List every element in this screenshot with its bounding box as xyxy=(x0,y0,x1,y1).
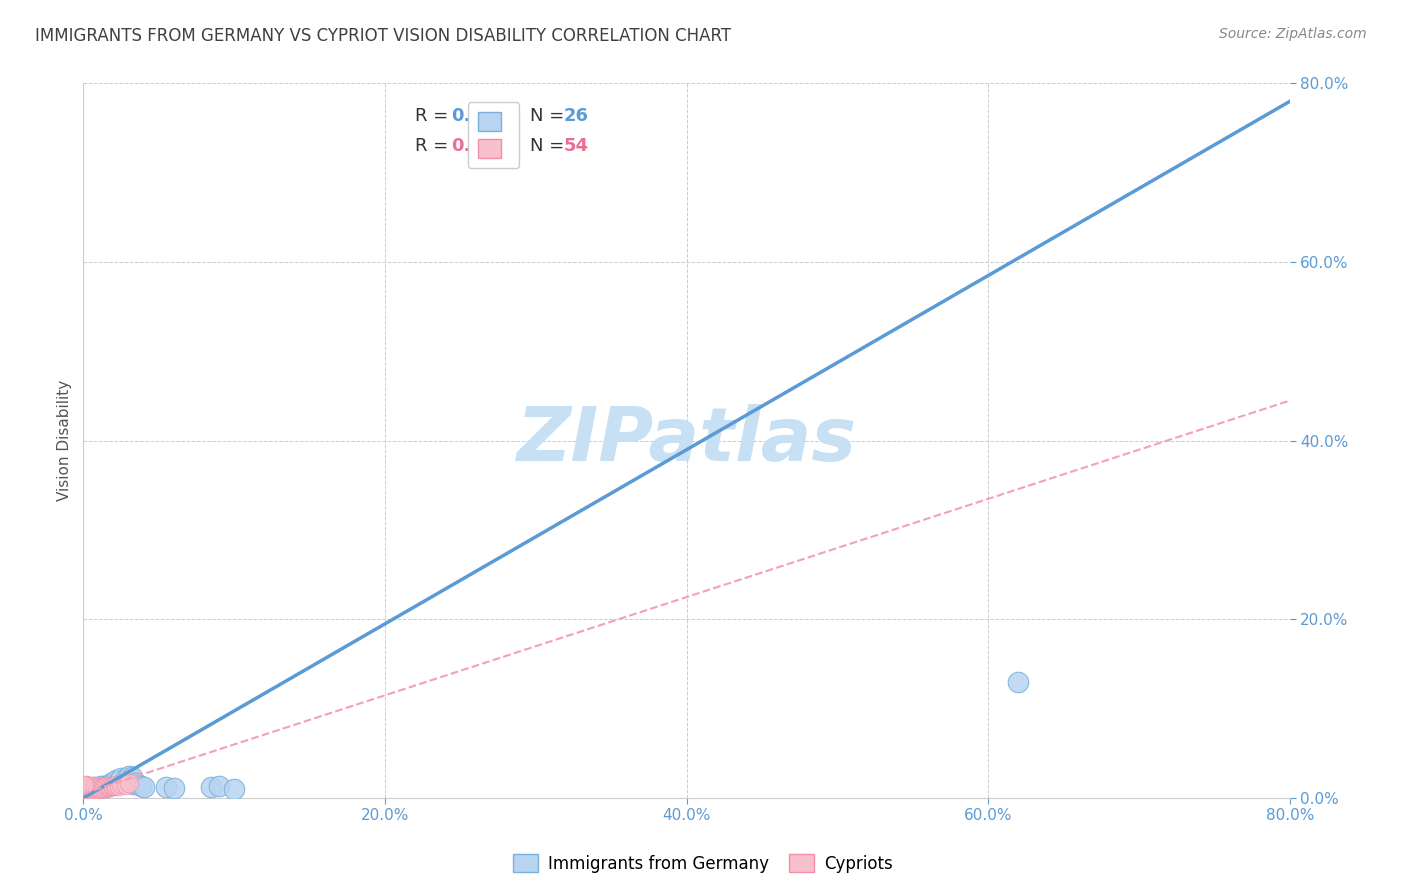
Legend: , : , xyxy=(468,103,519,169)
Point xyxy=(73,782,96,797)
Point xyxy=(208,780,231,794)
Text: 0.925: 0.925 xyxy=(451,107,508,125)
Point xyxy=(73,778,96,792)
Point xyxy=(82,780,104,794)
Text: 26: 26 xyxy=(564,107,589,125)
Point xyxy=(84,779,107,793)
Point xyxy=(125,776,148,790)
Point xyxy=(122,777,145,791)
Point xyxy=(87,783,110,797)
Point xyxy=(87,782,110,797)
Point xyxy=(82,783,104,797)
Point xyxy=(75,778,97,792)
Point xyxy=(83,780,105,795)
Point xyxy=(108,779,131,793)
Point xyxy=(79,785,101,799)
Point xyxy=(200,780,222,795)
Point xyxy=(104,779,127,793)
Point xyxy=(82,781,104,796)
Point xyxy=(73,789,96,803)
Point xyxy=(129,780,152,794)
Point xyxy=(79,780,101,794)
Point xyxy=(224,782,246,797)
Point xyxy=(155,780,177,795)
Point xyxy=(108,774,131,789)
Text: R =: R = xyxy=(415,107,454,125)
Point xyxy=(75,785,97,799)
Point xyxy=(103,780,125,794)
Point xyxy=(76,787,98,801)
Point xyxy=(96,780,118,794)
Point xyxy=(76,782,98,797)
Text: Source: ZipAtlas.com: Source: ZipAtlas.com xyxy=(1219,27,1367,41)
Point xyxy=(163,781,186,796)
Point xyxy=(83,782,105,797)
Point xyxy=(83,784,105,798)
Point xyxy=(80,783,103,797)
Point xyxy=(75,780,97,794)
Point xyxy=(75,781,97,796)
Point xyxy=(97,780,120,795)
Point xyxy=(75,787,97,801)
Point xyxy=(86,782,108,797)
Point xyxy=(110,777,132,791)
Point xyxy=(97,778,120,792)
Point xyxy=(101,779,124,793)
Point xyxy=(75,783,97,797)
Point xyxy=(105,773,128,788)
Point xyxy=(80,782,103,797)
Point xyxy=(76,786,98,800)
Point xyxy=(76,784,98,798)
Point xyxy=(103,775,125,789)
Point xyxy=(76,779,98,793)
Point xyxy=(132,780,155,795)
Point xyxy=(100,780,122,794)
Point xyxy=(80,784,103,798)
Point xyxy=(89,782,111,797)
Point xyxy=(84,783,107,797)
Point xyxy=(114,771,136,785)
Text: R =: R = xyxy=(415,136,454,154)
Text: 0.371: 0.371 xyxy=(451,136,508,154)
Point xyxy=(73,784,96,798)
Point xyxy=(94,780,117,795)
Point xyxy=(80,780,103,795)
Point xyxy=(91,779,114,793)
Text: N =: N = xyxy=(530,136,569,154)
Text: IMMIGRANTS FROM GERMANY VS CYPRIOT VISION DISABILITY CORRELATION CHART: IMMIGRANTS FROM GERMANY VS CYPRIOT VISIO… xyxy=(35,27,731,45)
Point xyxy=(79,781,101,796)
Point xyxy=(93,781,115,796)
Y-axis label: Vision Disability: Vision Disability xyxy=(58,380,72,501)
Text: ZIPatlas: ZIPatlas xyxy=(516,404,856,477)
Point xyxy=(84,781,107,796)
Point xyxy=(1007,675,1029,690)
Point xyxy=(73,786,96,800)
Text: N =: N = xyxy=(530,107,569,125)
Point xyxy=(73,788,96,802)
Point xyxy=(76,780,98,795)
Legend: Immigrants from Germany, Cypriots: Immigrants from Germany, Cypriots xyxy=(506,847,900,880)
Point xyxy=(114,778,136,792)
Point xyxy=(79,783,101,797)
Point xyxy=(90,781,112,796)
Point xyxy=(87,781,110,796)
Point xyxy=(121,770,143,784)
Point xyxy=(73,780,96,795)
Point xyxy=(110,772,132,786)
Point xyxy=(94,780,117,795)
Point xyxy=(105,778,128,792)
Point xyxy=(117,776,139,790)
Point xyxy=(86,780,108,795)
Point xyxy=(90,780,112,794)
Point xyxy=(100,777,122,791)
Point xyxy=(117,769,139,783)
Text: 54: 54 xyxy=(564,136,589,154)
Point xyxy=(91,780,114,795)
Point xyxy=(83,780,105,795)
